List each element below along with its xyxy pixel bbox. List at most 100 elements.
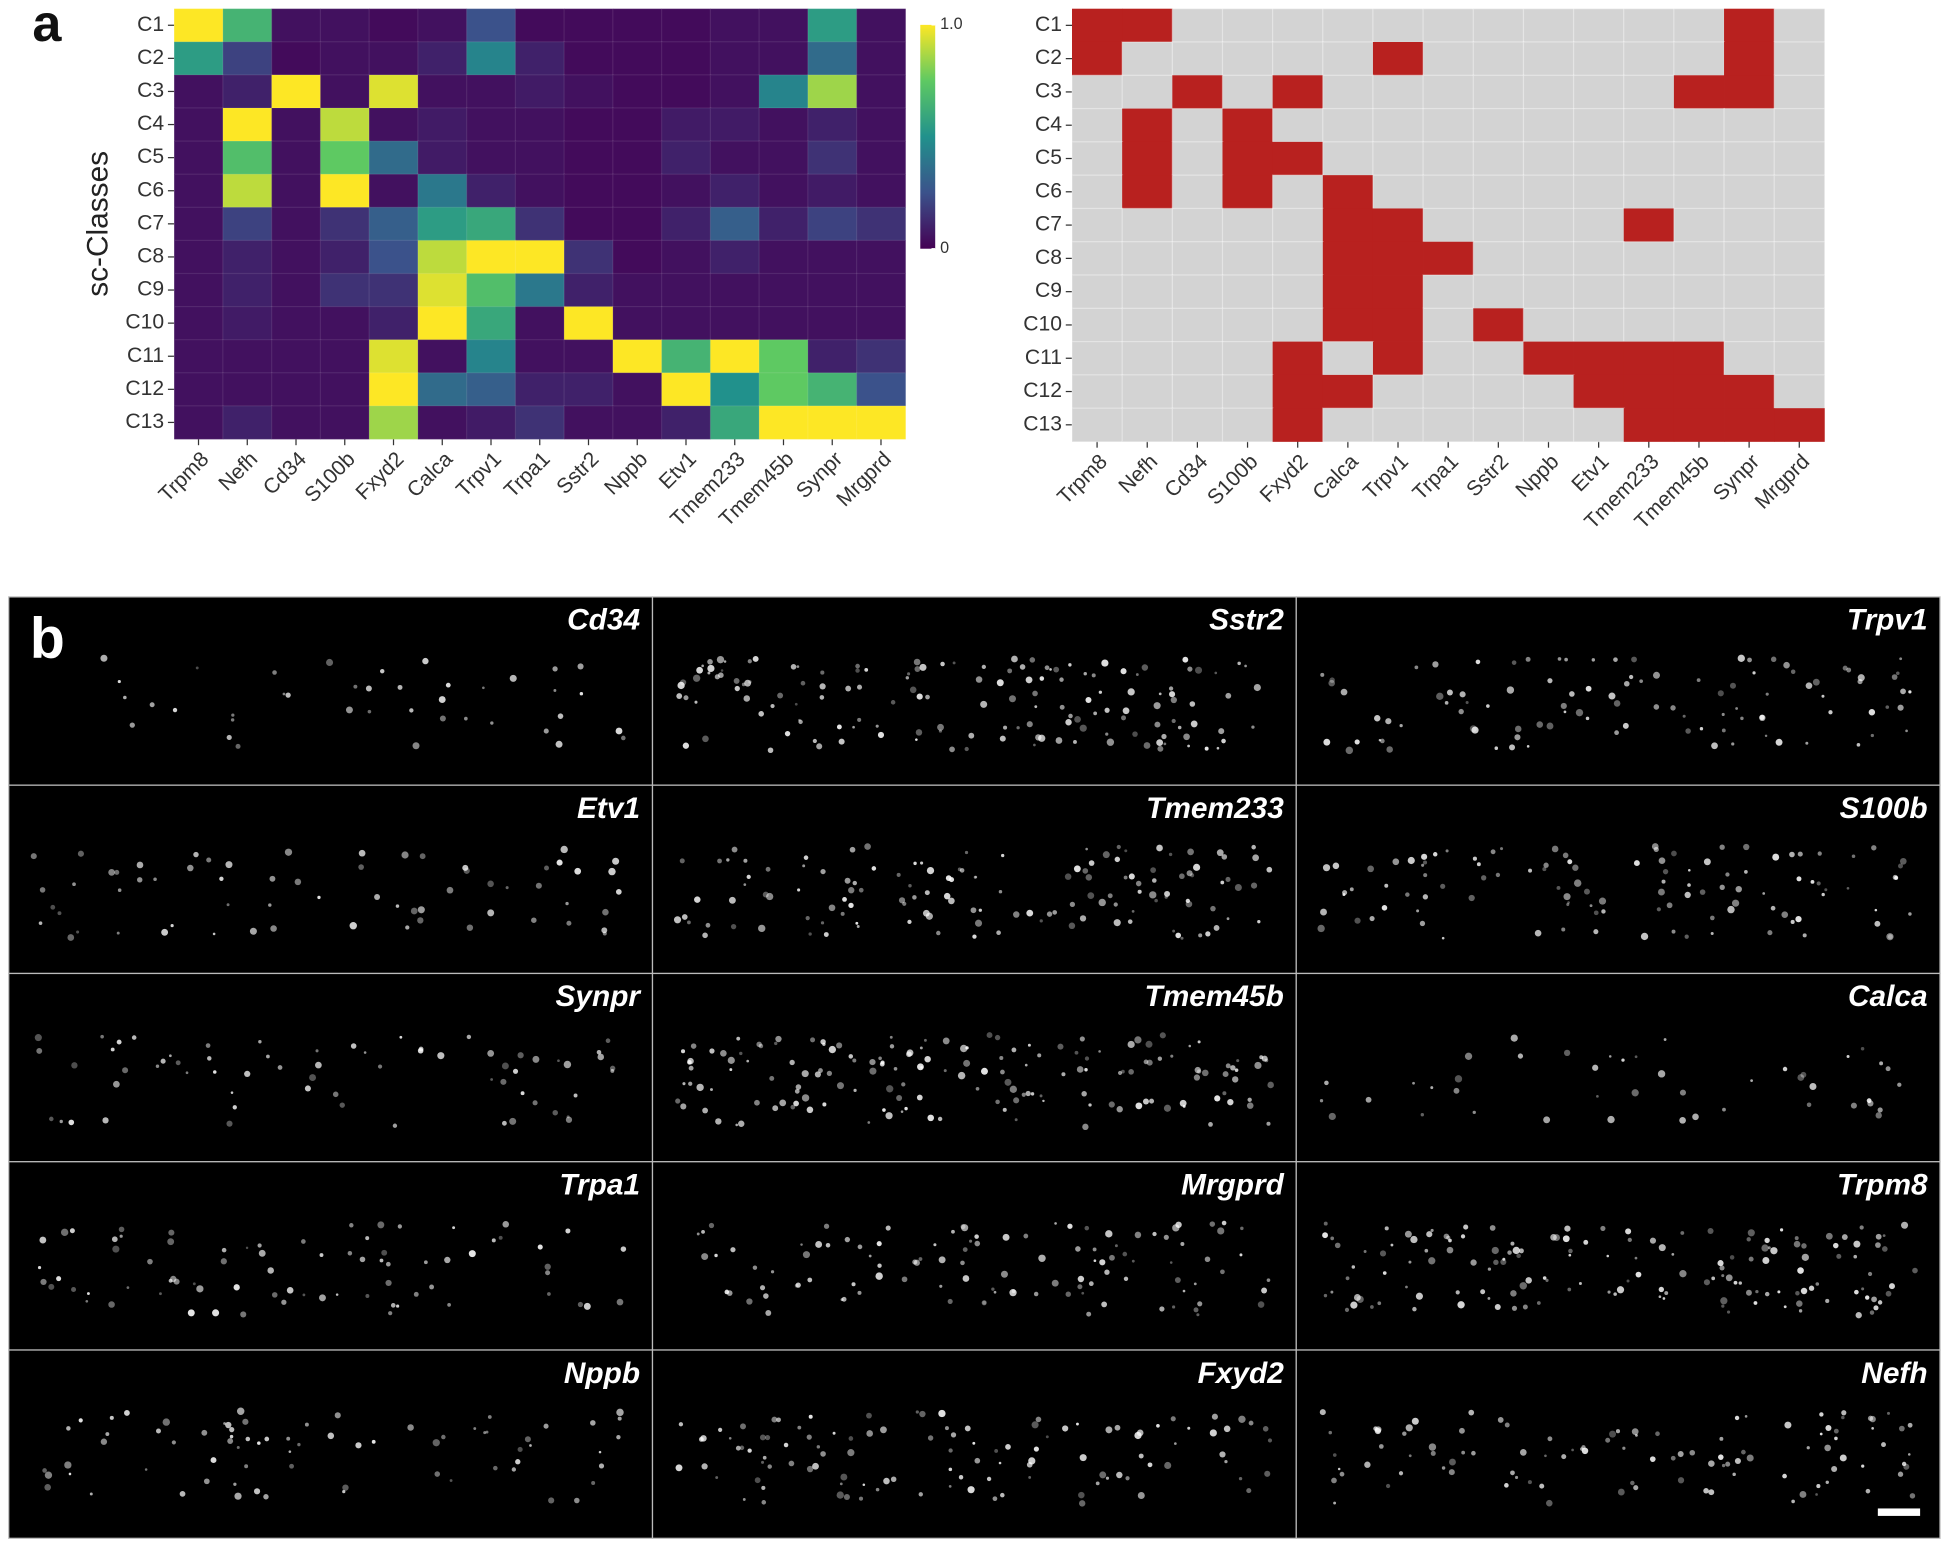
cell-dot — [1109, 1254, 1115, 1261]
heat-cell — [222, 239, 273, 275]
cell-dot — [407, 1424, 414, 1431]
cell-dot — [1261, 1055, 1268, 1062]
cell-dot — [877, 1263, 882, 1268]
cell-dot — [1264, 1470, 1271, 1477]
cell-dot — [1639, 679, 1644, 684]
cell-dot — [232, 1105, 237, 1110]
cell-dot — [1180, 936, 1184, 940]
heat-cell — [807, 41, 858, 76]
cell-dot — [678, 1422, 684, 1427]
cell-dot — [1266, 1278, 1271, 1282]
col-label: Fxyd2 — [352, 448, 409, 505]
cell-dot — [1134, 1231, 1142, 1239]
cell-dot — [743, 858, 748, 863]
cell-dot — [951, 1229, 955, 1234]
binary-cell — [1171, 241, 1224, 277]
cell-dot — [1051, 1279, 1059, 1287]
heat-cell — [319, 173, 371, 209]
cell-dot — [1546, 1499, 1553, 1507]
cell-dot — [875, 724, 879, 728]
cell-dot — [201, 1429, 208, 1436]
cell-dot — [1509, 744, 1516, 751]
binary-cell — [1724, 75, 1775, 109]
cell-dot — [838, 738, 845, 745]
cell-dot — [1494, 1304, 1501, 1311]
cell-dot — [1640, 932, 1649, 941]
heat-cell — [271, 41, 322, 76]
cell-dot — [1248, 1420, 1254, 1426]
cell-dot — [916, 1094, 923, 1101]
cell-dot — [1765, 692, 1769, 696]
binary-cell — [1422, 74, 1475, 110]
cell-dot — [1187, 848, 1194, 856]
cell-dot — [694, 700, 698, 704]
cell-dot — [759, 1285, 766, 1291]
heat-cell — [417, 8, 468, 43]
cell-dot — [944, 1426, 949, 1431]
cell-dot — [920, 861, 924, 865]
cell-dot — [1032, 690, 1038, 697]
binary-cell — [1673, 141, 1726, 177]
cell-dot — [1547, 1436, 1553, 1442]
cell-dot — [901, 1082, 906, 1087]
cell-dot — [367, 709, 372, 714]
cell-dot — [1117, 1070, 1123, 1075]
micrograph-frame — [651, 1349, 1297, 1539]
binary-cell — [1673, 341, 1725, 376]
heat-cell — [709, 372, 761, 407]
cell-dot — [1408, 1454, 1412, 1458]
heat-cell — [466, 305, 517, 341]
cell-dot — [326, 658, 334, 666]
binary-cell — [1272, 207, 1324, 243]
heat-cell — [271, 372, 322, 407]
cell-dot — [896, 872, 901, 877]
cell-dot — [812, 738, 817, 744]
cell-dot — [1105, 1476, 1110, 1480]
binary-cell — [1773, 241, 1826, 277]
binary-cell — [1472, 8, 1525, 43]
cell-dot — [1414, 665, 1419, 670]
cell-dot — [1869, 1415, 1876, 1423]
cell-dot — [938, 1256, 946, 1264]
cell-dot — [1747, 657, 1752, 663]
heat-cell — [417, 140, 468, 176]
heat-cell — [563, 8, 614, 43]
binary-cell — [1171, 307, 1224, 343]
cell-dot — [1455, 1290, 1460, 1295]
binary-cell — [1272, 141, 1324, 176]
cell-dot — [1732, 1472, 1736, 1477]
cell-dot — [1666, 902, 1673, 909]
cell-dot — [769, 1075, 775, 1081]
cell-dot — [970, 907, 977, 914]
cell-dot — [857, 684, 863, 690]
heat-cell — [709, 41, 761, 76]
cell-dot — [616, 1408, 624, 1417]
col-label: Mrgprd — [1751, 450, 1815, 514]
cell-dot — [1154, 721, 1161, 728]
cell-dot — [117, 888, 122, 892]
binary-cell — [1422, 107, 1475, 143]
cell-dot — [1044, 665, 1050, 671]
micrograph-label: Etv1 — [577, 792, 640, 825]
micrograph-frame — [1295, 1349, 1941, 1539]
cell-dot — [1833, 1428, 1839, 1434]
heat-cell — [466, 405, 517, 440]
heat-cell — [709, 173, 761, 209]
cell-dot — [1721, 712, 1725, 717]
cell-dot — [1564, 1225, 1571, 1232]
cell-dot — [1025, 1090, 1031, 1097]
cell-dot — [1543, 862, 1549, 868]
heat-cell — [709, 107, 761, 143]
cell-dot — [1528, 868, 1533, 873]
cell-dot — [1750, 1079, 1753, 1083]
binary-cell — [1773, 174, 1826, 210]
cell-dot — [849, 846, 856, 853]
cell-dot — [1123, 1276, 1129, 1281]
heat-cell — [855, 305, 907, 341]
cell-dot — [219, 876, 224, 881]
cell-dot — [1135, 673, 1139, 676]
cell-dot — [1432, 852, 1438, 857]
cell-dot — [1563, 710, 1567, 714]
micrograph: Tmem233 — [651, 784, 1297, 975]
cell-dot — [1583, 1239, 1589, 1245]
